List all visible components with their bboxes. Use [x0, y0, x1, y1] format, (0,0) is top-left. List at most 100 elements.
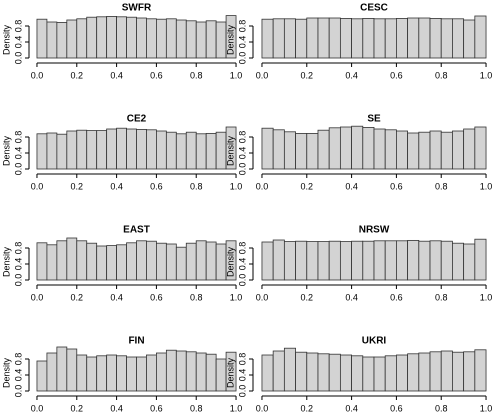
- bar: [36, 242, 48, 281]
- y-tick-label: 0.8: [237, 353, 247, 366]
- y-tick-label: 0.4: [237, 369, 247, 382]
- y-tick-label: 0.8: [13, 353, 23, 366]
- panel-title: NRSW: [359, 225, 390, 236]
- bar: [463, 351, 476, 392]
- x-tick-label: 0.6: [150, 403, 163, 413]
- bar: [76, 18, 88, 59]
- bar: [56, 133, 68, 170]
- bar: [452, 351, 465, 392]
- x-tick-label: 1.0: [230, 70, 243, 80]
- bar: [96, 130, 108, 170]
- bar: [106, 354, 117, 392]
- y-axis-label: Density: [1, 24, 11, 55]
- bar: [96, 16, 108, 59]
- bar: [261, 127, 274, 170]
- bar: [351, 125, 364, 170]
- x-tick-label: 0.8: [190, 403, 203, 413]
- bar: [205, 241, 217, 281]
- bar: [165, 18, 177, 59]
- bar: [440, 131, 453, 170]
- bar: [295, 240, 308, 281]
- panel-title: SWFR: [122, 3, 152, 14]
- bar: [440, 240, 453, 281]
- bar: [106, 128, 117, 170]
- bar: [272, 239, 285, 281]
- bar: [328, 240, 341, 281]
- bar: [76, 354, 88, 392]
- bar: [283, 18, 296, 59]
- y-tick-label: 0.8: [237, 20, 247, 33]
- y-axis-label: Density: [225, 24, 235, 55]
- bar: [136, 17, 147, 59]
- bar: [295, 18, 308, 59]
- y-tick-label: 0.4: [237, 258, 247, 271]
- bar: [384, 240, 397, 281]
- bar: [165, 131, 177, 170]
- bar: [463, 19, 476, 59]
- bar: [373, 18, 386, 59]
- y-tick-label: 0.0: [13, 52, 23, 65]
- bar: [362, 17, 375, 59]
- x-tick-label: 1.0: [480, 403, 493, 413]
- bar: [185, 351, 197, 392]
- bar: [225, 126, 237, 170]
- bar: [205, 132, 217, 170]
- x-tick-label: 1.0: [480, 70, 493, 80]
- bar: [429, 17, 442, 59]
- bar: [185, 20, 197, 59]
- bar: [116, 355, 127, 392]
- bar: [76, 240, 88, 281]
- bar: [205, 353, 217, 392]
- x-tick-label: 0.4: [110, 403, 123, 413]
- bar: [66, 130, 78, 170]
- bar: [429, 351, 442, 392]
- bar: [146, 18, 157, 59]
- bar: [440, 18, 453, 59]
- bar: [407, 132, 420, 170]
- y-tick-label: 0.0: [237, 163, 247, 176]
- panel-title: UKRI: [362, 336, 387, 347]
- bar: [272, 350, 285, 392]
- y-tick-label: 0.8: [237, 242, 247, 255]
- bar: [407, 353, 420, 392]
- bar: [272, 129, 285, 170]
- bar: [46, 244, 58, 281]
- y-tick-label: 0.0: [13, 385, 23, 398]
- y-tick-label: 0.4: [13, 36, 23, 49]
- x-tick-label: 0.2: [301, 70, 314, 80]
- bar: [407, 17, 420, 59]
- bar: [317, 129, 330, 170]
- x-tick-label: 0.2: [71, 403, 84, 413]
- bar: [452, 18, 465, 59]
- x-tick-label: 0.8: [435, 292, 448, 302]
- bar: [86, 130, 98, 170]
- bar: [339, 354, 352, 392]
- bar: [185, 242, 197, 281]
- bar: [295, 351, 308, 392]
- bar: [283, 347, 296, 392]
- bar: [195, 352, 207, 392]
- bar: [136, 240, 147, 281]
- bar: [283, 131, 296, 170]
- bar: [474, 15, 487, 59]
- bar: [339, 17, 352, 59]
- bar: [295, 132, 308, 170]
- bar: [156, 352, 167, 392]
- x-tick-label: 0.6: [150, 292, 163, 302]
- bar: [463, 128, 476, 170]
- x-tick-label: 0.6: [390, 70, 403, 80]
- x-tick-label: 0.8: [190, 181, 203, 191]
- bar: [146, 354, 157, 392]
- bar: [66, 348, 78, 392]
- bar: [205, 20, 217, 59]
- bar: [339, 126, 352, 170]
- bar: [56, 346, 68, 392]
- x-tick-label: 0.2: [71, 181, 84, 191]
- bar: [195, 133, 207, 170]
- y-tick-label: 0.4: [237, 36, 247, 49]
- bar: [373, 128, 386, 170]
- y-tick-label: 0.4: [13, 147, 23, 160]
